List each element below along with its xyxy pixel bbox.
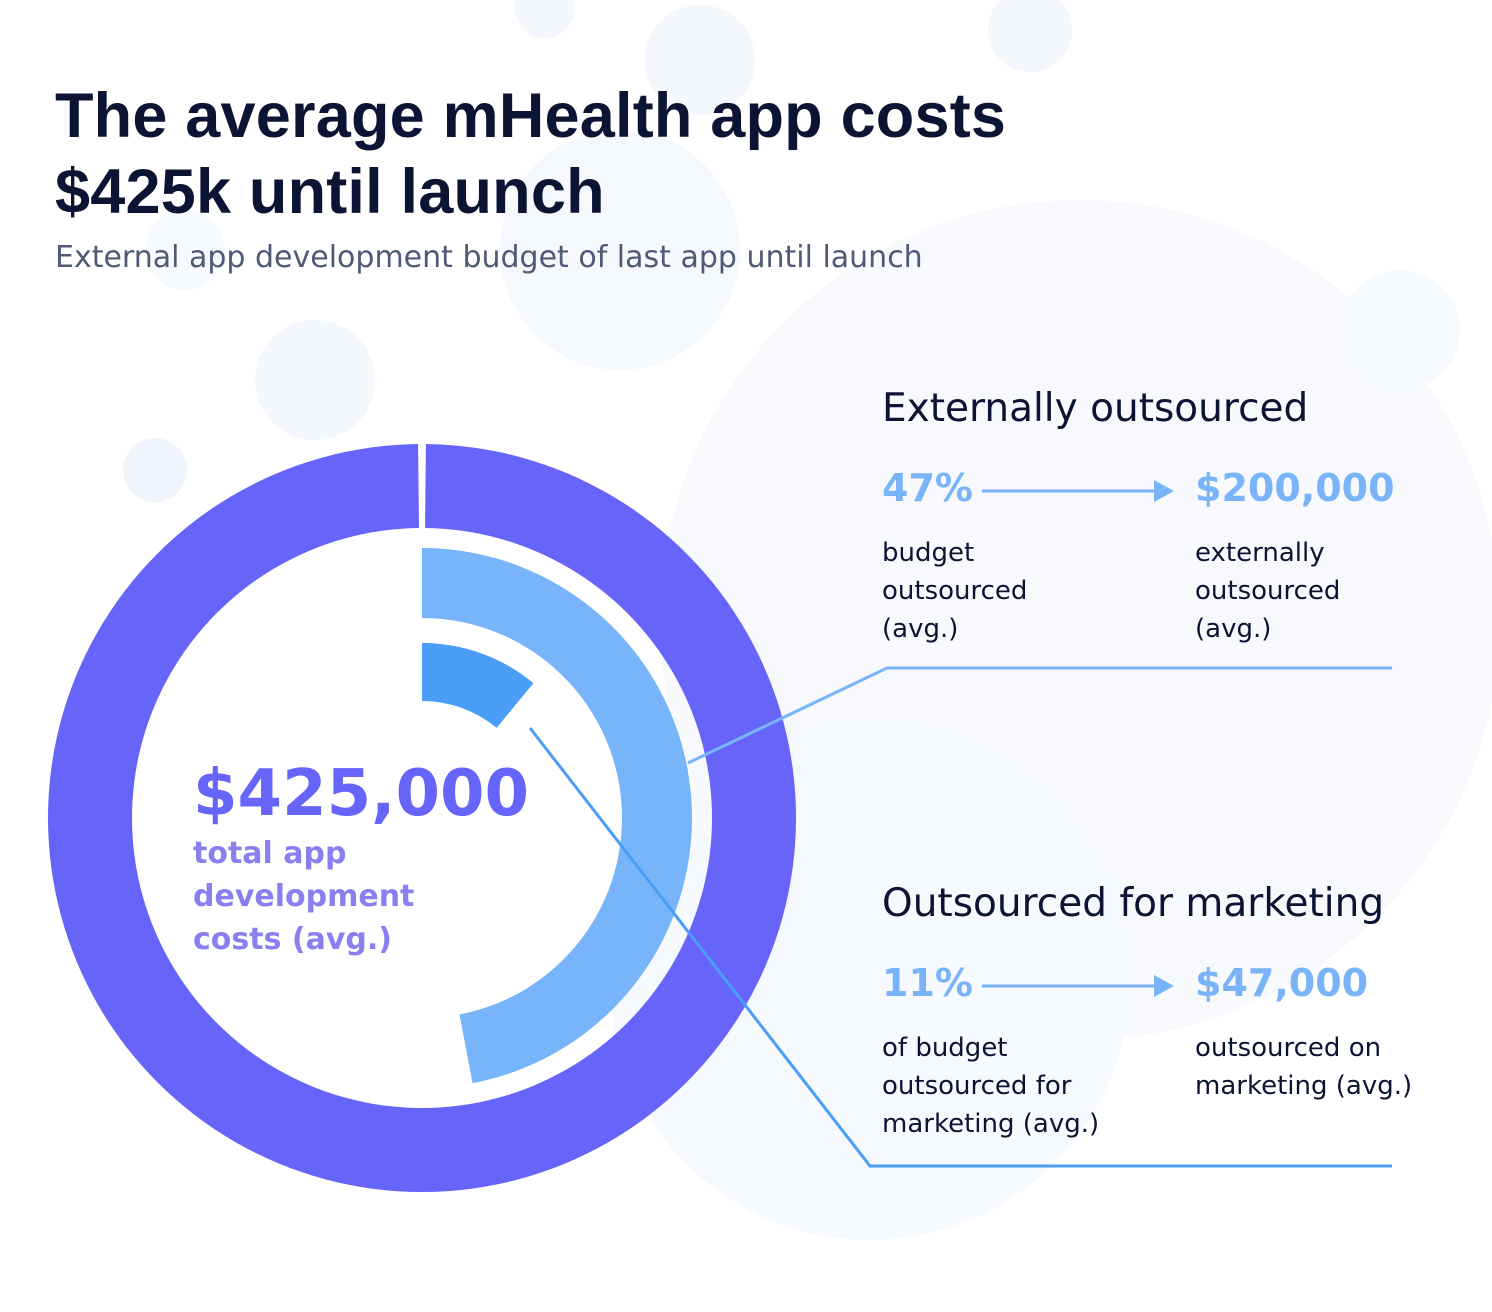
page-subtitle: External app development budget of last …	[55, 240, 923, 275]
ring-marketing	[422, 643, 534, 728]
marketing-percent-description: of budget outsourced for marketing (avg.…	[882, 1033, 1100, 1139]
total-cost-value: $425,000	[193, 757, 530, 831]
marketing-section-title: Outsourced for marketing	[882, 881, 1385, 926]
title-line-2: $425k until launch	[55, 157, 605, 227]
marketing-percent: 11%	[882, 961, 973, 1005]
external-section-title: Externally outsourced	[882, 386, 1309, 431]
external-amount-description: externally outsourced (avg.)	[1195, 538, 1341, 644]
external-percent-description: budget outsourced (avg.)	[882, 538, 1028, 644]
arrow-icon	[982, 975, 1174, 997]
title-line-1: The average mHealth app costs	[55, 81, 1007, 151]
chart-center-label: $425,000 total app development costs (av…	[193, 756, 533, 961]
external-amount: $200,000	[1195, 466, 1395, 510]
connector-line-marketing	[528, 727, 1392, 1168]
ring-external	[422, 548, 692, 1084]
external-percent: 47%	[882, 466, 973, 510]
marketing-amount-description: outsourced on marketing (avg.)	[1195, 1033, 1413, 1101]
marketing-amount: $47,000	[1195, 961, 1369, 1005]
connector-line-external	[687, 666, 1392, 765]
chart-rings	[48, 444, 797, 1192]
page-title: The average mHealth app costs $425k unti…	[55, 78, 1006, 230]
total-cost-description: total app development costs (avg.)	[193, 836, 415, 957]
arrow-icon	[982, 480, 1174, 502]
